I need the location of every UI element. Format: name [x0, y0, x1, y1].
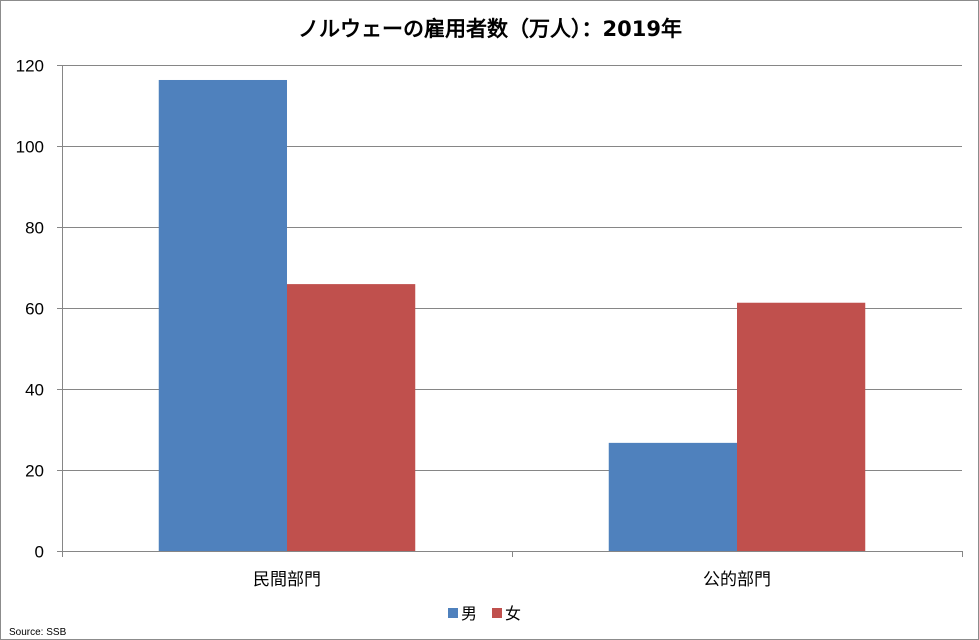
- y-tick-label: 80: [25, 219, 44, 238]
- y-tick-label: 20: [25, 462, 44, 481]
- legend-label-1: 女: [505, 604, 521, 623]
- y-tick-label: 40: [25, 381, 44, 400]
- chart-title: ノルウェーの雇用者数（万人）：2019年: [298, 17, 682, 41]
- y-tick-label: 60: [25, 300, 44, 319]
- legend-swatch-0: [448, 608, 458, 618]
- legend-swatch-1: [492, 608, 502, 618]
- bar-1-0: [608, 442, 737, 551]
- x-category-label: 公的部門: [703, 570, 771, 590]
- legend-label-0: 男: [461, 604, 477, 623]
- y-tick-label: 0: [35, 543, 44, 562]
- bar-1-1: [737, 302, 866, 551]
- source-note: Source: SSB: [9, 627, 67, 638]
- bar-0-0: [158, 79, 287, 552]
- y-tick-label: 100: [16, 138, 44, 157]
- x-category-labels: 民間部門 公的部門: [253, 570, 771, 590]
- bar-0-1: [287, 284, 416, 551]
- bars: [158, 79, 866, 552]
- y-tick-labels: 0 20 40 60 80 100 120: [16, 57, 44, 562]
- axes: [57, 65, 963, 557]
- legend: 男女: [448, 604, 521, 623]
- y-tick-label: 120: [16, 57, 44, 76]
- x-category-label: 民間部門: [253, 570, 321, 590]
